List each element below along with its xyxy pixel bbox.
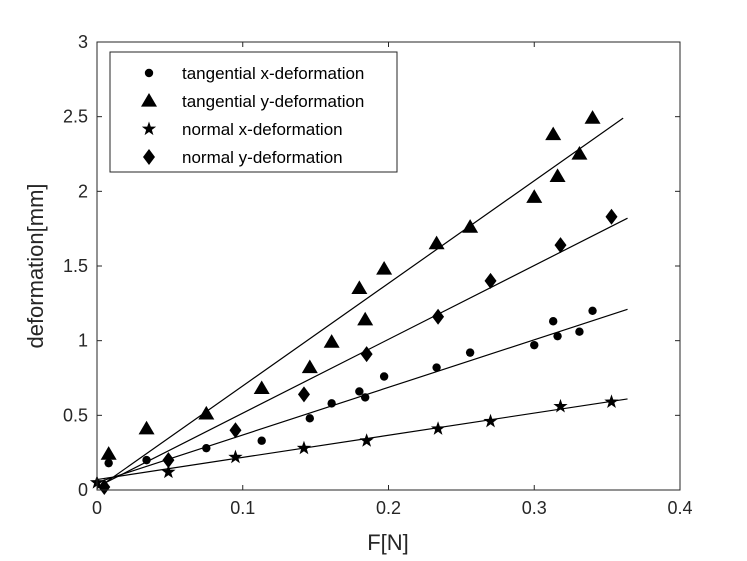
legend-star-marker [141,121,157,136]
diamond-point [297,386,310,403]
diamond-point [554,237,567,254]
legend: tangential x-deformation tangential y-def… [109,51,398,173]
x-tick-label: 0.3 [522,498,547,518]
legend-box [109,51,398,173]
legend-triangle-marker [141,93,157,107]
y-tick-label: 1 [78,331,88,351]
star-point [483,413,498,428]
circle-point [142,455,151,465]
circle-point [305,414,314,423]
triangle-point [253,380,270,395]
circle-point [530,340,539,350]
x-tick-label: 0.4 [667,498,692,518]
circle-point [575,327,584,336]
star-point [359,433,374,447]
y-tick-label: 1.5 [63,256,88,276]
legend-label: tangential x-deformation [182,64,364,83]
triangle-point [526,189,543,203]
diamond-point [360,346,373,363]
triangle-point [357,311,374,326]
y-tick-label: 2 [78,181,88,201]
star-point [228,449,243,464]
x-tick-label: 0.1 [230,498,255,518]
diamond-point [605,208,618,225]
y-axis: 0 0.5 1 1.5 2 2.5 3 [63,32,680,500]
y-tick-label: 3 [78,32,88,52]
circle-point [257,436,266,445]
triangle-point [323,334,340,348]
circle-point [548,317,558,326]
legend-diamond-marker [143,149,155,165]
diamond-point [484,272,497,289]
triangle-point [376,260,393,275]
diamond-point [229,422,242,439]
legend-label: normal x-deformation [182,120,343,139]
triangle-point [462,219,479,233]
star-point [161,464,176,479]
x-tick-label: 0 [92,498,102,518]
star-point [430,421,446,435]
x-axis-title: F[N] [367,530,409,555]
star-point [296,440,312,455]
legend-label: tangential y-deformation [182,92,364,111]
triangle-point [100,446,117,460]
triangle-point [584,110,601,124]
triangle-point [301,359,318,374]
diamond-point [432,308,445,325]
circle-point [327,399,336,408]
x-axis: 0 0.1 0.2 0.3 0.4 [92,42,693,518]
diamond-point [162,452,175,469]
diamond-point [98,479,111,496]
triangle-point [198,405,215,420]
circle-point [432,363,441,372]
circle-point [104,458,113,468]
fit-line-triangle [96,117,624,489]
x-tick-label: 0.2 [376,498,401,518]
circle-point [553,331,562,341]
data-points [89,110,619,496]
triangle-point [549,168,566,182]
y-tick-label: 0.5 [63,405,88,425]
y-tick-label: 2.5 [63,107,88,127]
star-point [553,398,568,413]
triangle-point [571,146,588,160]
circle-point [379,372,389,381]
y-tick-label: 0 [78,480,88,500]
triangle-point [428,235,445,250]
legend-circle-marker [144,68,154,78]
circle-point [202,443,211,453]
y-axis-title: deformation[mm] [23,183,48,348]
legend-label: normal y-deformation [182,148,343,167]
circle-point [588,306,597,315]
triangle-point [351,280,368,294]
circle-point [465,348,475,357]
triangle-point [545,126,562,141]
circle-point [360,393,370,402]
triangle-point [138,420,155,435]
star-point [604,394,619,408]
circle-point [355,387,364,396]
